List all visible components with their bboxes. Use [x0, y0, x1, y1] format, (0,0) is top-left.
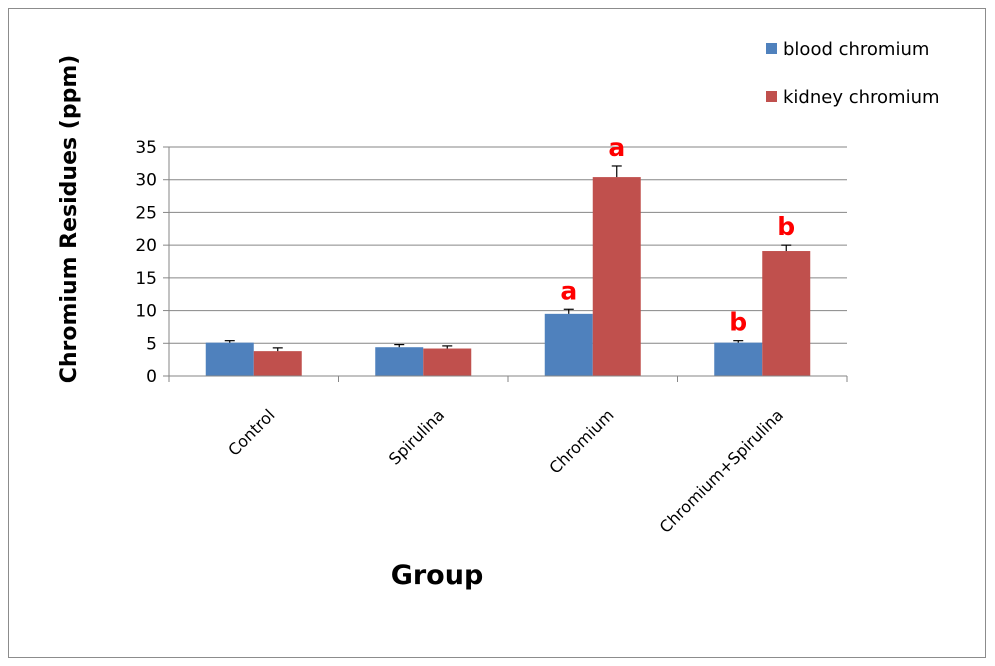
bar-kidney-chromium-1 — [423, 348, 472, 376]
legend-label: kidney chromium — [783, 87, 940, 108]
legend-swatch — [766, 43, 777, 54]
bar-blood-chromium-1 — [375, 347, 424, 376]
significance-labels: a a b b — [560, 133, 795, 337]
legend-swatch — [766, 91, 777, 102]
chart-frame: 0 5 10 15 20 25 30 35 Control Spirulina Chromium C… — [8, 8, 986, 658]
x-tick-labels: Control Spirulina Chromium Chromium+Spiruli… — [168, 376, 848, 537]
legend: blood chromium kidney chromium — [766, 39, 940, 108]
x-tick-label: Chromium+Spirulina — [656, 405, 787, 536]
bar-blood-chromium-3 — [714, 342, 763, 376]
x-axis-title: Group — [391, 560, 484, 591]
y-tick-label: 15 — [135, 269, 157, 289]
bar-blood-chromium-2 — [544, 313, 593, 376]
y-tick-label: 30 — [135, 171, 157, 191]
bar-kidney-chromium-0 — [253, 351, 302, 376]
grid-lines — [169, 146, 847, 344]
y-tick-label: 0 — [146, 367, 157, 387]
x-tick-label: Chromium — [545, 405, 617, 477]
axes — [168, 147, 847, 377]
y-tick-labels: 0 5 10 15 20 25 30 35 — [135, 138, 169, 387]
x-tick-label: Spirulina — [385, 405, 448, 468]
x-tick-label: Control — [224, 405, 278, 459]
bars — [205, 165, 811, 376]
y-tick-label: 10 — [135, 302, 157, 322]
significance-label: b — [777, 212, 795, 241]
bar-kidney-chromium-2 — [592, 177, 641, 376]
y-tick-label: 25 — [135, 203, 157, 223]
significance-label: a — [560, 276, 577, 305]
bar-kidney-chromium-3 — [762, 251, 811, 376]
y-tick-label: 20 — [135, 236, 157, 256]
y-axis-title: Chromium Residues (ppm) — [57, 55, 82, 384]
bar-blood-chromium-0 — [205, 342, 254, 376]
y-tick-label: 35 — [135, 138, 157, 158]
significance-label: a — [608, 133, 625, 162]
y-tick-label: 5 — [146, 334, 157, 354]
significance-label: b — [729, 308, 747, 337]
legend-label: blood chromium — [783, 39, 929, 60]
